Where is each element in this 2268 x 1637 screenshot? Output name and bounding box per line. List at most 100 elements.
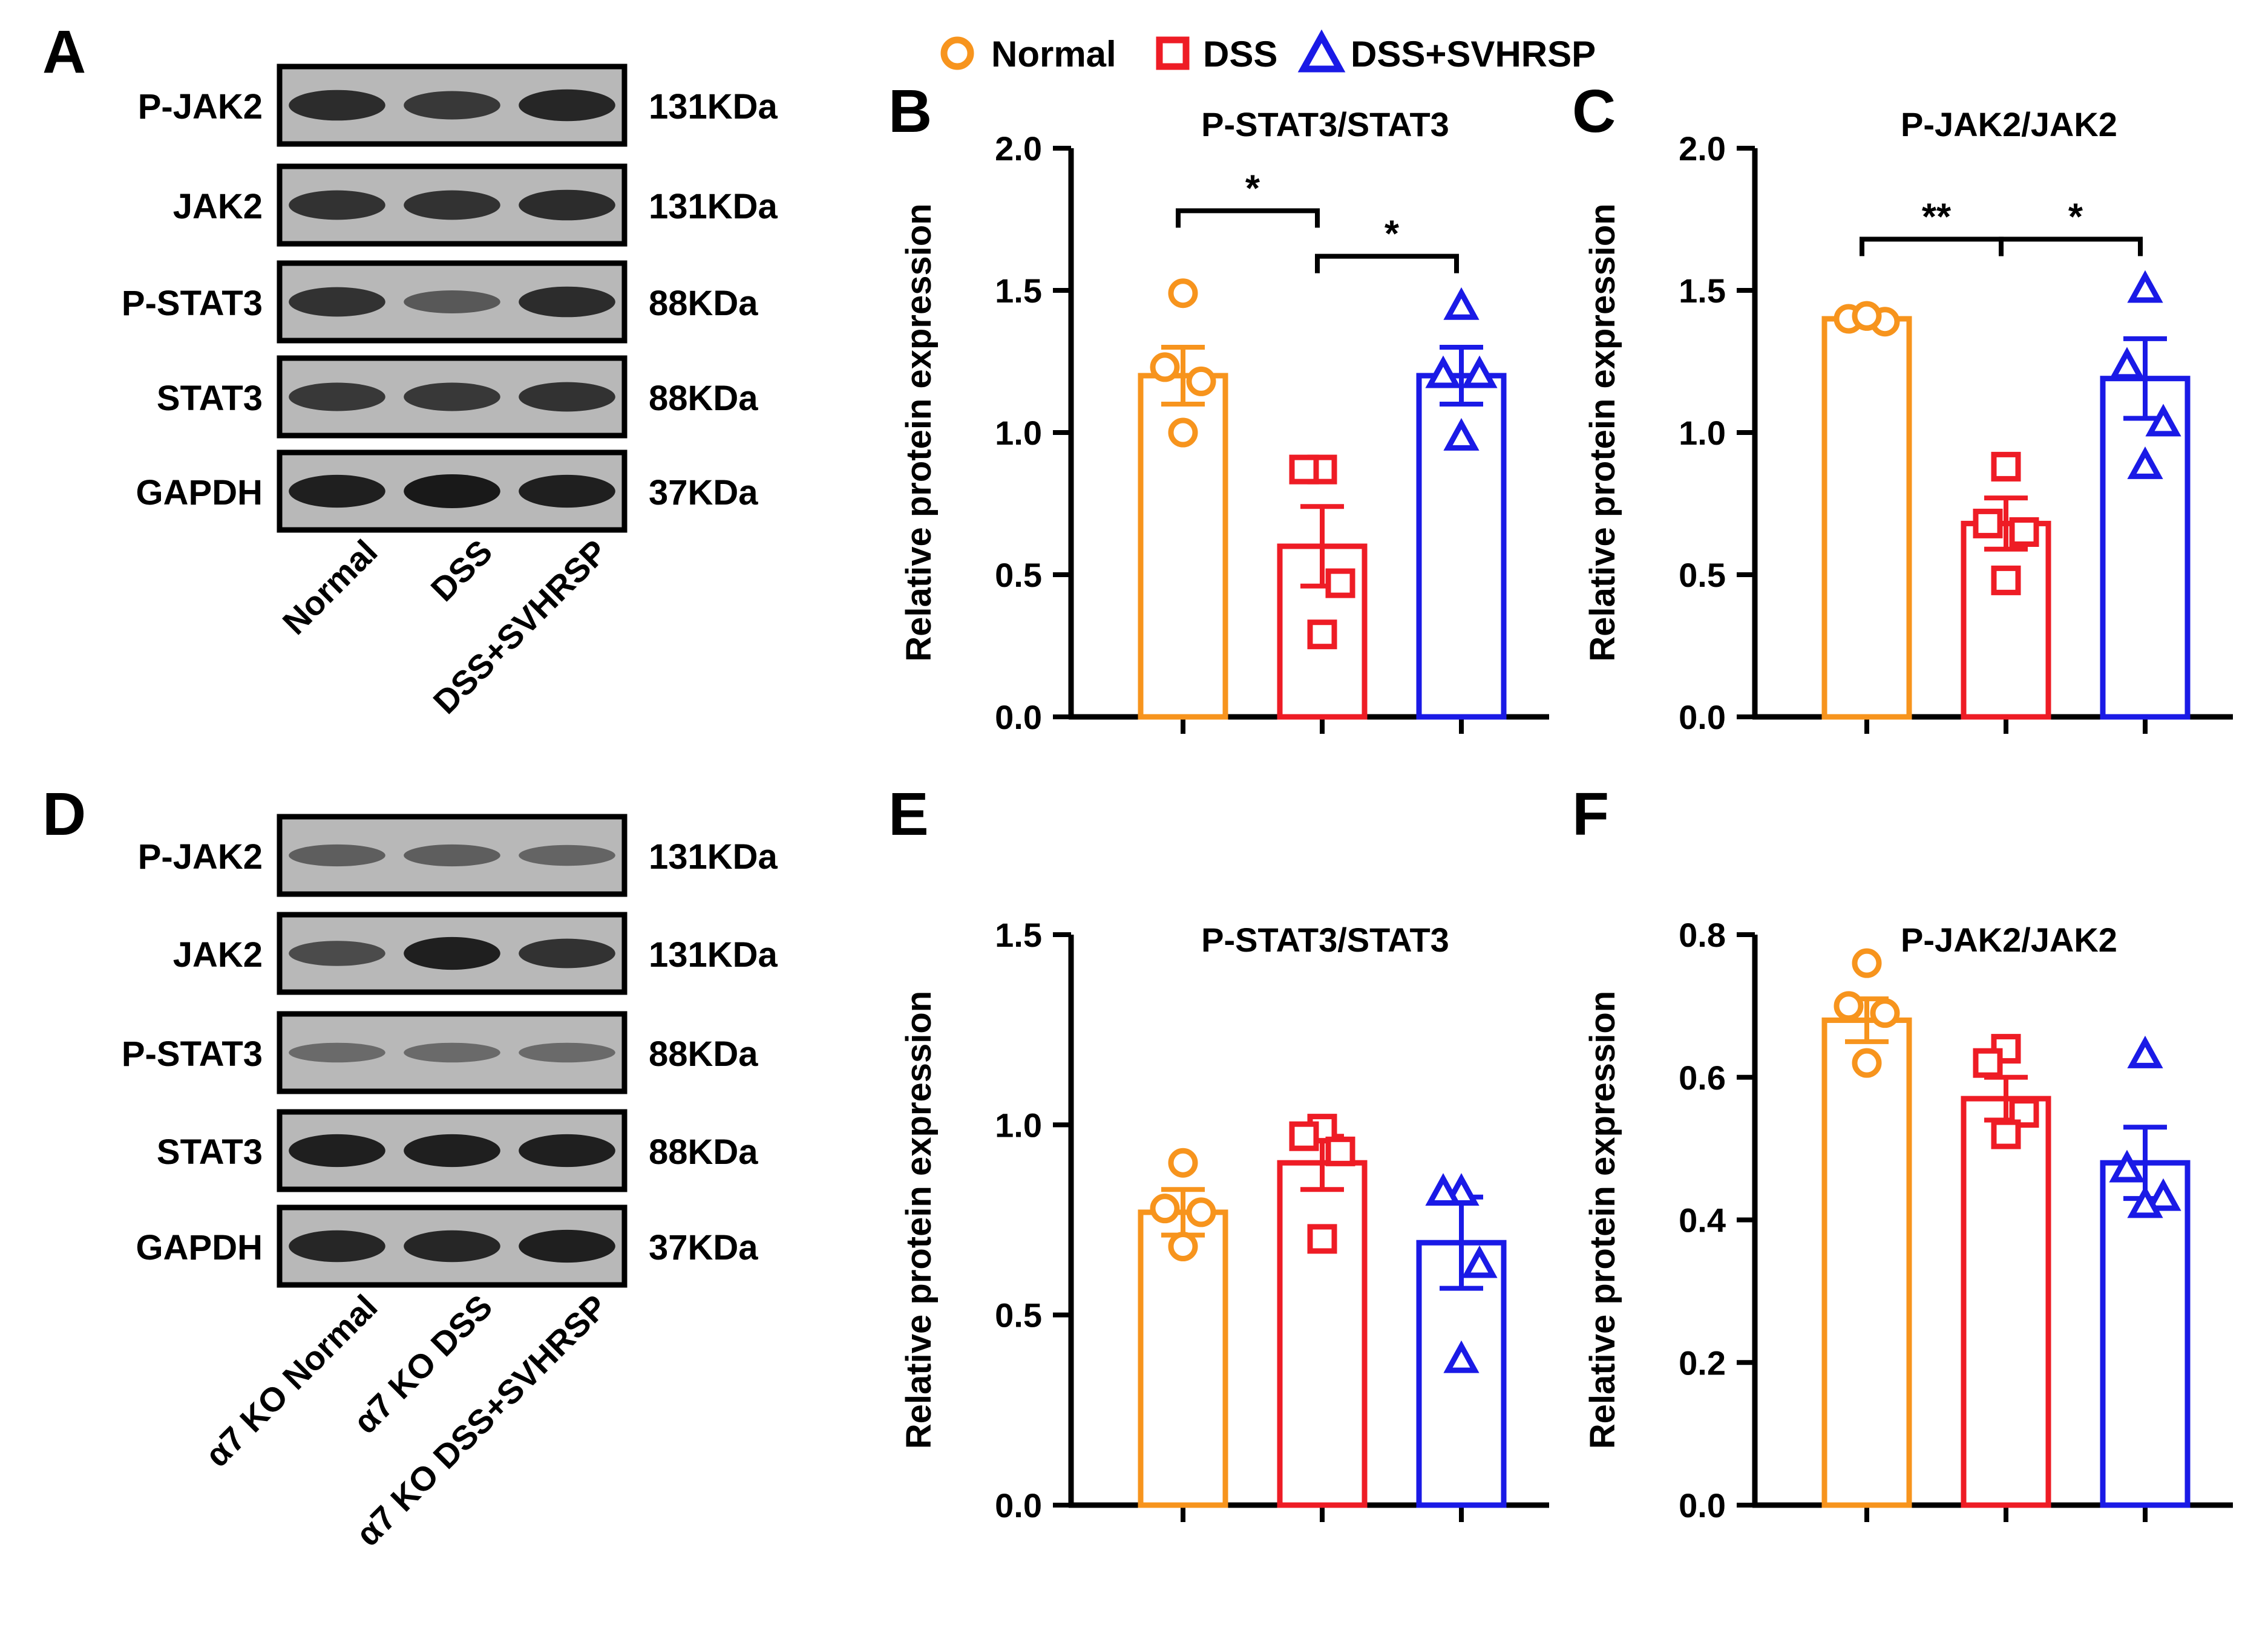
legend-label-dss: DSS: [1203, 34, 1277, 74]
blot-kda-label: 131KDa: [649, 87, 778, 126]
blot-band: [289, 287, 385, 317]
data-point-circle: [1186, 1197, 1216, 1227]
chart-panel-c: 0.0 0.5 1.0 1.5 2.0 Relative protein expressi…: [1583, 105, 2233, 736]
data-point-triangle: [2127, 1036, 2163, 1068]
data-point-square: [1991, 451, 2021, 482]
y-tick-label: 0.2: [1679, 1344, 1726, 1382]
data-point-triangle: [1461, 1245, 1498, 1278]
data-point-triangle: [1443, 1340, 1480, 1373]
panel-letter-f: F: [1572, 780, 1609, 848]
data-point-square: [1973, 1048, 2003, 1078]
blot-band: [519, 1229, 615, 1263]
blot-kda-label: 37KDa: [649, 1228, 758, 1267]
y-tick-label: 1.5: [995, 272, 1042, 310]
panel-letter-d: D: [42, 780, 86, 848]
blot-kda-label: 88KDa: [649, 379, 758, 418]
blot-protein-label: STAT3: [157, 379, 263, 418]
blot-band: [519, 938, 615, 969]
bar-normal: [1821, 1017, 1912, 1508]
data-point-circle: [1870, 998, 1900, 1028]
y-tick-label: 0.5: [995, 1296, 1042, 1335]
y-axis-label: Relative protein expression: [899, 991, 939, 1449]
bar-dss: [1277, 1160, 1368, 1508]
y-tick-label: 1.0: [1679, 414, 1726, 452]
blot-protein-label: P-JAK2: [138, 837, 263, 877]
blot-kda-label: 88KDa: [649, 1132, 758, 1172]
data-point-circle: [1150, 352, 1180, 382]
blot-band: [289, 1134, 385, 1168]
data-point-triangle: [2109, 347, 2145, 380]
blot-band: [289, 1230, 385, 1263]
blot-kda-label: 88KDa: [649, 284, 758, 323]
blot-protein-label: GAPDH: [136, 1228, 263, 1267]
data-point-triangle: [1425, 355, 1461, 388]
blot-kda-label: 131KDa: [649, 837, 778, 877]
bar-dss: [1961, 520, 2051, 720]
bar-normal: [1821, 316, 1912, 720]
data-point-circle: [1852, 1048, 1882, 1078]
y-tick-label: 0.6: [1679, 1059, 1726, 1097]
y-axis-label: Relative protein expression: [1583, 991, 1622, 1449]
panel-letter-b: B: [888, 77, 932, 145]
y-axis-label: Relative protein expression: [899, 203, 939, 661]
significance-label: **: [1922, 196, 1952, 238]
data-point-square: [2009, 1098, 2039, 1128]
blot-row: P-JAK2 131KDa: [138, 814, 778, 897]
blot-lane-label: Normal: [275, 532, 385, 642]
blot-kda-label: 37KDa: [649, 473, 758, 512]
blot-kda-label: 131KDa: [649, 935, 778, 975]
chart-title: P-JAK2/JAK2: [1901, 105, 2117, 143]
blot-protein-label: P-JAK2: [138, 87, 263, 126]
chart-panel-b: 0.0 0.5 1.0 1.5 2.0 Relative protein expressi…: [899, 105, 1549, 736]
blot-band: [289, 190, 385, 220]
legend: Normal DSS DSS+SVHRSP: [940, 29, 1596, 74]
y-tick-label: 0.5: [995, 556, 1042, 594]
data-point-triangle: [1443, 418, 1480, 451]
data-point-square: [1325, 1136, 1355, 1166]
blot-row: P-JAK2 131KDa: [138, 64, 778, 147]
blot-band: [404, 1042, 500, 1063]
data-point-triangle: [2145, 404, 2181, 437]
data-point-square: [1307, 1224, 1337, 1254]
panel-letter-c: C: [1572, 77, 1616, 145]
data-point-triangle: [2127, 1185, 2163, 1218]
y-axis-label: Relative protein expression: [1583, 203, 1622, 661]
blot-band: [404, 844, 500, 867]
chart-title: P-STAT3/STAT3: [1201, 921, 1449, 959]
data-point-triangle: [2109, 1149, 2145, 1183]
blot-row: STAT3 88KDa: [157, 1109, 758, 1192]
significance-bracket: *: [1315, 214, 1459, 273]
data-point-square: [1991, 1119, 2021, 1149]
y-tick-label: 2.0: [995, 129, 1042, 168]
data-point-triangle: [2127, 270, 2163, 303]
data-point-triangle: [1461, 355, 1498, 388]
blot-band: [404, 382, 500, 411]
data-point-circle: [1186, 366, 1216, 396]
y-tick-label: 0.0: [1679, 698, 1726, 736]
blot-band: [519, 286, 615, 318]
blot-protein-label: P-STAT3: [122, 1034, 263, 1074]
significance-label: *: [1245, 168, 1260, 209]
y-tick-label: 0.8: [1679, 916, 1726, 954]
blot-band: [519, 382, 615, 412]
y-tick-label: 2.0: [1679, 129, 1726, 168]
blot-band: [519, 845, 615, 866]
data-point-square: [1307, 619, 1337, 650]
blot-protein-label: P-STAT3: [122, 284, 263, 323]
data-point-circle: [1150, 1194, 1180, 1224]
blot-band: [404, 290, 500, 313]
blot-panel-d: P-JAK2 131KDa JAK2 131KDa P-STAT3 88KDa STAT3 8…: [122, 814, 778, 1554]
data-point-triangle: [1425, 1173, 1461, 1206]
significance-bracket: **: [1860, 196, 2004, 256]
blot-protein-label: JAK2: [173, 935, 263, 975]
blot-band: [519, 89, 615, 122]
data-point-circle: [1168, 278, 1198, 309]
blot-band: [289, 844, 385, 867]
blot-kda-label: 88KDa: [649, 1034, 758, 1074]
bar-charts: 0.0 0.5 1.0 1.5 2.0 Relative protein expressi…: [899, 105, 2233, 1524]
blot-band: [289, 90, 385, 121]
blot-band: [289, 941, 385, 966]
blot-protein-label: STAT3: [157, 1132, 263, 1172]
blot-band: [519, 1134, 615, 1168]
data-point-circle: [1168, 417, 1198, 448]
